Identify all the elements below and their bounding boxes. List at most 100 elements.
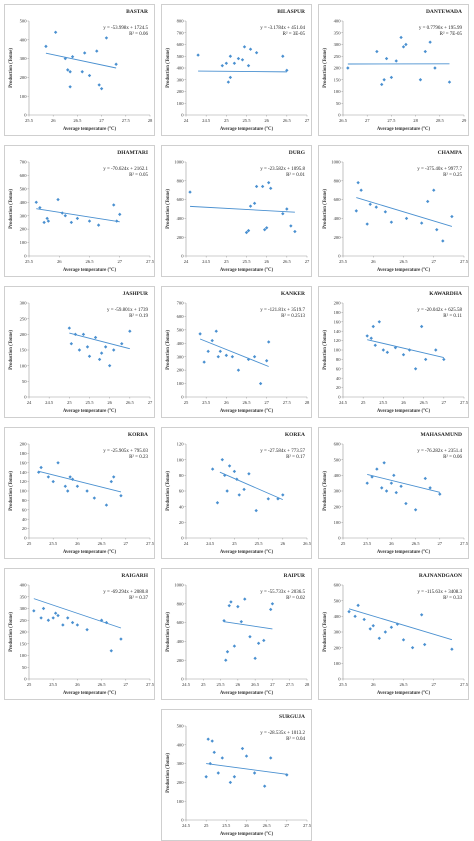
data-point bbox=[390, 220, 393, 223]
data-point bbox=[97, 83, 100, 86]
data-point bbox=[110, 649, 113, 652]
y-tick-label: 1000 bbox=[174, 160, 184, 165]
y-axis-label: Production (Tonne) bbox=[323, 48, 328, 88]
x-tick-label: 26 bbox=[107, 400, 112, 405]
data-point bbox=[372, 325, 375, 328]
y-tick-label: 350 bbox=[20, 594, 28, 599]
x-tick-label: 26.5 bbox=[283, 118, 292, 123]
r-squared-label: R² = 0.06 bbox=[443, 454, 462, 460]
x-tick-label: 28.5 bbox=[436, 118, 445, 123]
data-point bbox=[419, 78, 422, 81]
x-tick-label: 26 bbox=[264, 259, 269, 264]
y-tick-label: 0 bbox=[181, 536, 184, 541]
x-tick-label: 27 bbox=[124, 682, 129, 687]
y-tick-label: 500 bbox=[334, 598, 342, 603]
data-point bbox=[420, 325, 423, 328]
data-point bbox=[281, 493, 284, 496]
data-point bbox=[61, 211, 64, 214]
y-tick-label: 20 bbox=[22, 526, 27, 531]
data-point bbox=[424, 358, 427, 361]
data-point bbox=[263, 784, 266, 787]
x-tick-label: 27 bbox=[285, 823, 290, 828]
data-point bbox=[356, 604, 359, 607]
y-tick-label: 700 bbox=[177, 30, 185, 35]
data-point bbox=[54, 612, 57, 615]
data-point bbox=[259, 382, 262, 385]
y-tick-label: 100 bbox=[334, 520, 342, 525]
x-axis-label: Average temperature (°C) bbox=[63, 550, 117, 555]
y-tick-label: 50 bbox=[22, 665, 27, 670]
y-tick-label: 0 bbox=[181, 395, 184, 400]
trend-line bbox=[220, 472, 283, 499]
data-point bbox=[76, 623, 79, 626]
y-tick-label: 160 bbox=[20, 460, 28, 465]
x-tick-label: 28 bbox=[305, 682, 310, 687]
r-squared-label: R² = 0.05 bbox=[129, 172, 148, 178]
x-tick-label: 26 bbox=[51, 118, 56, 123]
x-tick-label: 25 bbox=[341, 541, 346, 546]
data-point bbox=[39, 466, 42, 469]
data-point bbox=[267, 340, 270, 343]
data-point bbox=[37, 471, 40, 474]
x-tick-label: 26.5 bbox=[303, 541, 311, 546]
data-point bbox=[226, 650, 229, 653]
y-tick-label: 500 bbox=[177, 327, 185, 332]
data-point bbox=[108, 364, 111, 367]
data-point bbox=[433, 66, 436, 69]
data-point bbox=[385, 489, 388, 492]
y-tick-label: 400 bbox=[177, 66, 185, 71]
data-point bbox=[385, 57, 388, 60]
trend-line bbox=[200, 339, 269, 367]
data-point bbox=[70, 342, 73, 345]
x-tick-label: 26 bbox=[264, 118, 269, 123]
data-point bbox=[95, 49, 98, 52]
x-tick-label: 25.5 bbox=[85, 400, 94, 405]
data-point bbox=[105, 36, 108, 39]
x-tick-label: 26 bbox=[371, 682, 376, 687]
data-point bbox=[233, 775, 236, 778]
y-tick-label: 160 bbox=[334, 319, 342, 324]
data-point bbox=[269, 608, 272, 611]
chart-title: KANKER bbox=[281, 291, 306, 297]
y-tick-label: 500 bbox=[177, 54, 185, 59]
y-axis-label: Production (Tonne) bbox=[323, 330, 328, 370]
data-point bbox=[42, 607, 45, 610]
data-point bbox=[450, 648, 453, 651]
y-tick-label: 100 bbox=[20, 94, 28, 99]
y-tick-label: 300 bbox=[334, 42, 342, 47]
data-point bbox=[206, 350, 209, 353]
trend-equation: y = -23.582x + 1095.8 bbox=[260, 167, 305, 172]
y-tick-label: 100 bbox=[20, 240, 28, 245]
y-tick-label: 200 bbox=[20, 227, 28, 232]
data-point bbox=[281, 55, 284, 58]
data-point bbox=[289, 224, 292, 227]
data-point bbox=[100, 351, 103, 354]
data-point bbox=[281, 212, 284, 215]
x-tick-label: 26.5 bbox=[399, 682, 408, 687]
y-axis-label: Production (Tonne) bbox=[323, 612, 328, 652]
trend-line bbox=[356, 198, 452, 227]
data-point bbox=[47, 619, 50, 622]
x-tick-label: 26 bbox=[244, 823, 249, 828]
data-point bbox=[253, 355, 256, 358]
chart-title: RAIPUR bbox=[284, 573, 306, 579]
data-point bbox=[98, 358, 101, 361]
data-point bbox=[346, 66, 349, 69]
y-tick-label: 400 bbox=[20, 583, 28, 588]
x-tick-label: 27 bbox=[442, 400, 447, 405]
data-point bbox=[68, 70, 71, 73]
r-squared-label: R² = 0.02 bbox=[286, 595, 305, 601]
x-tick-label: 24.5 bbox=[182, 682, 191, 687]
y-tick-label: 300 bbox=[334, 630, 342, 635]
x-tick-label: 25 bbox=[27, 682, 32, 687]
y-tick-label: 100 bbox=[20, 653, 28, 658]
